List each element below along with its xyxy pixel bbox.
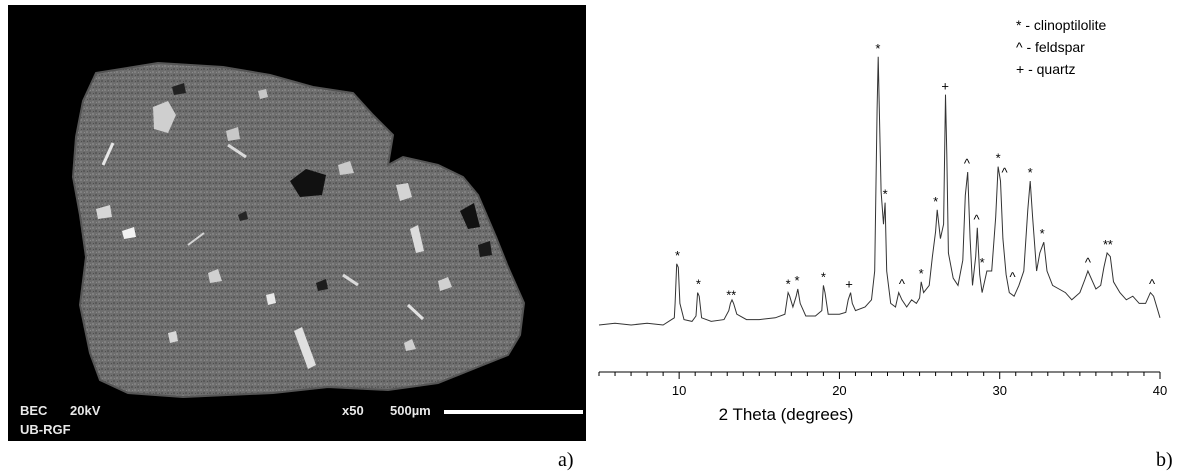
sem-micrograph: BEC 20kV x50 500µm UB-RGF xyxy=(8,5,586,441)
scale-bar xyxy=(444,410,583,414)
peak-annotation: * xyxy=(875,41,880,56)
x-axis-ticks: 10 20 30 40 xyxy=(598,372,1167,398)
peak-annotation: ^ xyxy=(973,212,980,227)
peak-annotation: ^ xyxy=(1149,277,1156,292)
bright-inclusion xyxy=(266,293,276,305)
panel-b-label: b) xyxy=(1156,449,1173,471)
peak-annotation: * xyxy=(786,277,791,292)
bright-inclusion xyxy=(338,161,354,175)
dark-pore xyxy=(460,203,480,229)
bright-inclusion xyxy=(153,101,176,133)
x-tick-label: 40 xyxy=(1153,383,1167,398)
peak-annotation: * xyxy=(883,187,888,202)
lab-label: UB-RGF xyxy=(20,422,71,437)
peak-annotation: * xyxy=(794,273,799,288)
scale-label: 500µm xyxy=(390,403,431,418)
legend: * - clinoptilolite ^ - feldspar + - quartz xyxy=(1016,17,1106,77)
magnification-label: x50 xyxy=(342,403,364,418)
legend-entry: + - quartz xyxy=(1016,61,1076,77)
legend-entry: ^ - feldspar xyxy=(1016,39,1085,55)
bright-inclusion xyxy=(438,277,452,291)
peak-annotation: * xyxy=(821,269,826,284)
mineral-grain xyxy=(71,61,526,399)
peak-annotation: ^ xyxy=(1001,165,1008,180)
x-tick-label: 30 xyxy=(992,383,1006,398)
x-tick-label: 10 xyxy=(672,383,686,398)
peak-annotation: * xyxy=(933,194,938,209)
peak-annotation: ^ xyxy=(899,277,906,292)
peak-annotation: * xyxy=(675,248,680,263)
peak-annotation: * xyxy=(731,287,736,302)
peak-annotation: * xyxy=(996,151,1001,166)
series-line xyxy=(598,56,1161,326)
bright-inclusion xyxy=(396,183,412,201)
bright-inclusion xyxy=(410,225,424,253)
bright-inclusion xyxy=(294,327,316,369)
peak-annotation: + xyxy=(941,79,949,94)
peak-annotation: ^ xyxy=(1085,255,1092,270)
peak-annotation: * xyxy=(726,287,731,302)
bright-inclusion xyxy=(168,331,178,343)
peak-annotation: * xyxy=(919,266,924,281)
dark-pore xyxy=(290,169,326,197)
peak-annotation: ^ xyxy=(1009,269,1016,284)
x-tick-label: 20 xyxy=(832,383,846,398)
dark-pore xyxy=(316,279,328,291)
voltage-label: 20kV xyxy=(70,403,101,418)
bright-inclusion xyxy=(404,339,416,351)
bright-inclusion xyxy=(122,227,136,239)
bright-inclusion xyxy=(187,232,205,246)
grain-image xyxy=(71,61,526,399)
dark-pore xyxy=(238,211,248,221)
dark-pore xyxy=(172,83,186,95)
instrument-label: BEC xyxy=(20,403,48,418)
bright-inclusion xyxy=(226,127,240,141)
peak-annotation: * xyxy=(1103,237,1108,252)
bright-inclusion xyxy=(208,269,222,283)
peak-annotation: * xyxy=(1040,226,1045,241)
bright-inclusion xyxy=(258,89,268,99)
bright-inclusion xyxy=(101,142,115,166)
peak-annotation: + xyxy=(845,277,853,292)
xrd-chart: * - clinoptilolite ^ - feldspar + - quartz… xyxy=(598,17,1167,424)
peak-annotation: * xyxy=(980,255,985,270)
legend-entry: * - clinoptilolite xyxy=(1016,17,1106,33)
peak-annotation: ^ xyxy=(964,156,971,171)
peak-annotation: * xyxy=(1108,237,1113,252)
panel-a-label: a) xyxy=(558,449,574,471)
x-axis-title: 2 Theta (degrees) xyxy=(719,405,854,424)
peak-annotation: * xyxy=(696,277,701,292)
peak-annotations: *** ** * * +**^**+^^**^^**^* *^ xyxy=(675,41,1156,303)
bright-inclusion xyxy=(96,205,112,219)
bright-inclusion xyxy=(227,143,247,159)
bright-inclusion xyxy=(406,303,425,321)
peak-annotation: * xyxy=(1028,165,1033,180)
dark-pore xyxy=(478,241,492,257)
bright-inclusion xyxy=(342,273,359,287)
